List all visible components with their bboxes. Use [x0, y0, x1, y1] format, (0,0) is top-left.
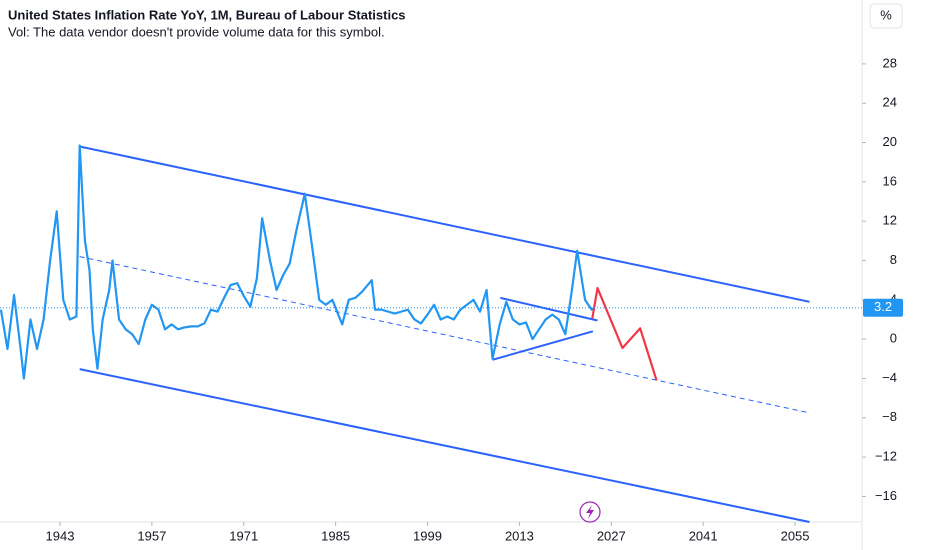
chart-subtitle: Vol: The data vendor doesn't provide vol…	[8, 24, 385, 39]
trend-line	[79, 256, 810, 414]
unit-label[interactable]: %	[880, 7, 892, 22]
trend-line	[500, 296, 598, 322]
trend-line	[79, 368, 810, 523]
unit-button[interactable]	[869, 3, 903, 29]
event-icon-bolt	[586, 505, 594, 519]
y-tick-label: −12	[875, 449, 897, 464]
y-tick-label: −4	[882, 370, 897, 385]
y-tick-label: −16	[875, 488, 897, 503]
x-tick-label: 2027	[597, 528, 626, 543]
x-tick-label: 1957	[137, 528, 166, 543]
y-tick-label: 28	[883, 55, 897, 70]
series-line	[0, 144, 594, 380]
series-line	[591, 286, 658, 381]
y-tick-label: 24	[883, 95, 897, 110]
trend-line	[492, 330, 594, 361]
chart-title: United States Inflation Rate YoY, 1M, Bu…	[8, 7, 406, 22]
last-value-badge	[863, 298, 903, 317]
x-tick-label: 1999	[413, 528, 442, 543]
x-tick-label: 2013	[505, 528, 534, 543]
y-tick-label: 12	[883, 213, 897, 228]
x-tick-label: 2041	[689, 528, 718, 543]
y-tick-label: 20	[883, 134, 897, 149]
x-tick-label: 1985	[321, 528, 350, 543]
x-tick-label: 1943	[46, 528, 75, 543]
y-tick-label: 0	[890, 331, 897, 346]
y-tick-label: −8	[882, 409, 897, 424]
y-tick-label: 16	[883, 173, 897, 188]
trend-line	[79, 145, 810, 303]
y-tick-label: 8	[890, 252, 897, 267]
x-tick-label: 1971	[229, 528, 258, 543]
last-value-label: 3.2	[874, 299, 892, 314]
x-tick-label: 2055	[781, 528, 810, 543]
